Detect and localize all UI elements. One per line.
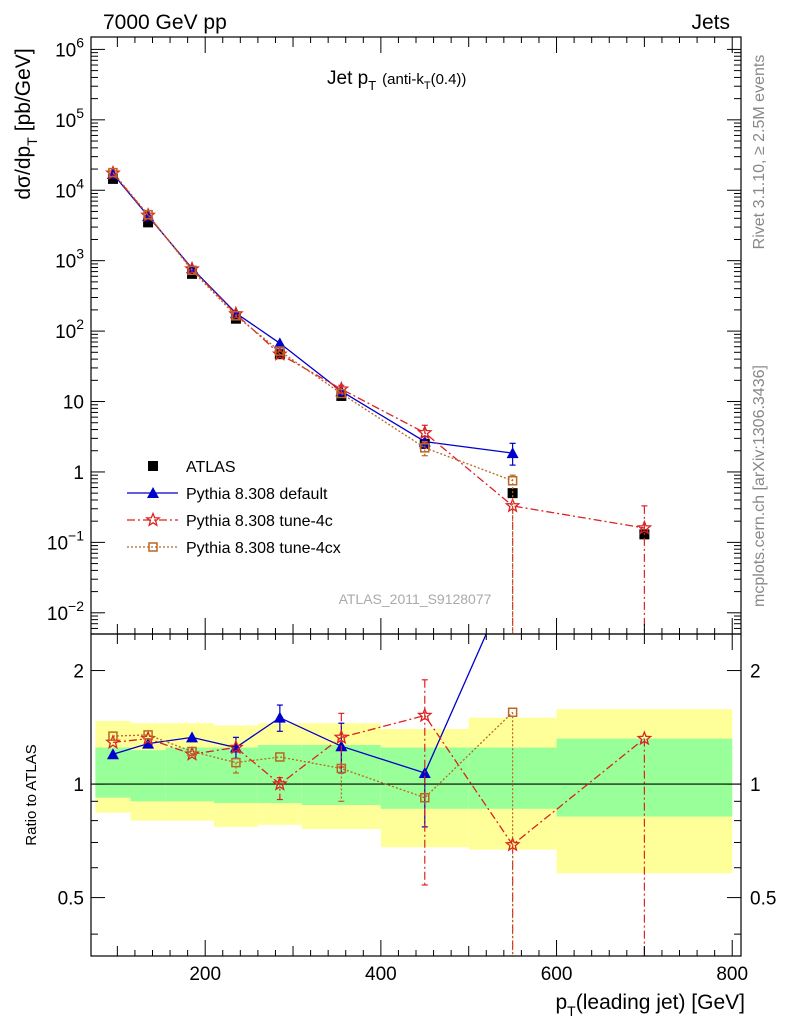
main-point xyxy=(420,443,430,453)
header-right: Jets xyxy=(691,11,730,34)
main-y-tick-label: 10−2 xyxy=(47,598,84,625)
main-point xyxy=(231,311,241,321)
ratio-y-axis-label: Ratio to ATLAS xyxy=(23,744,40,845)
axes: 10−2 10−1 1 10 102 103 104 105 106 0.5 0.5 1 1 2 2 200 4… xyxy=(47,34,777,985)
ratio-point xyxy=(420,792,430,803)
green-band-bin xyxy=(165,747,214,802)
green-band-bin xyxy=(257,744,302,804)
main-point xyxy=(333,380,350,396)
ratio-point xyxy=(333,729,350,745)
x-tick-label: 200 xyxy=(189,964,221,985)
ratio-line xyxy=(112,711,514,799)
ratio-point xyxy=(143,730,153,740)
ratio-point xyxy=(336,763,347,774)
legend-label: Pythia 8.308 default xyxy=(186,486,328,503)
main-line xyxy=(112,172,513,482)
main-series xyxy=(105,164,653,634)
main-y-tick-label: 102 xyxy=(55,316,84,343)
ratio-point xyxy=(108,731,118,741)
ratio-point xyxy=(271,775,288,791)
ratio-point xyxy=(504,836,521,852)
ratio-point xyxy=(273,711,286,723)
legend-label: Pythia 8.308 tune-4cx xyxy=(186,540,341,557)
ratio-point xyxy=(275,752,285,762)
x-tick-label: 400 xyxy=(365,964,397,985)
ratio-y-tick-label-left: 2 xyxy=(73,662,84,683)
ratio-point xyxy=(106,748,119,760)
main-point xyxy=(416,424,433,440)
legend-marker xyxy=(145,511,161,527)
legend-entry: Pythia 8.308 tune-4c xyxy=(127,511,333,530)
ratio-point xyxy=(231,757,241,768)
x-tick-label: 800 xyxy=(716,964,748,985)
ratio-y-tick-label-left: 1 xyxy=(73,775,84,796)
main-point xyxy=(636,519,653,535)
main-point xyxy=(230,313,241,324)
legend-entry: Pythia 8.308 tune-4cx xyxy=(127,540,341,557)
ratio-series xyxy=(105,634,653,956)
ratio-point xyxy=(507,707,518,718)
main-point xyxy=(273,337,286,349)
ratio-point xyxy=(416,707,433,723)
legend-marker xyxy=(148,542,158,552)
ratio-y-tick-label-right: 1 xyxy=(750,775,761,796)
ratio-point xyxy=(228,739,244,755)
main-y-tick-label: 10−1 xyxy=(47,527,84,554)
ratio-series xyxy=(108,707,518,956)
main-point xyxy=(143,217,154,228)
main-y-tick-label: 104 xyxy=(55,175,84,202)
y-axis-label: dσ/dpT[pb/GeV] xyxy=(12,48,40,199)
legend: ATLAS Pythia 8.308 default Pythia 8.308 tu… xyxy=(127,459,341,557)
chart-title: Jet pT (anti-kT(0.4)) xyxy=(327,68,466,93)
main-line xyxy=(112,173,513,454)
main-y-tick-label: 105 xyxy=(55,105,84,132)
legend-entry: Pythia 8.308 default xyxy=(127,486,328,503)
green-band-bin xyxy=(130,750,166,802)
ratio-y-tick-label-left: 0.5 xyxy=(58,889,84,910)
main-y-tick-label: 103 xyxy=(55,246,84,273)
ratio-point xyxy=(142,737,155,749)
ratio-y-tick-label-right: 2 xyxy=(750,662,761,683)
analysis-watermark: ATLAS_2011_S9128077 xyxy=(339,591,492,607)
legend-label: Pythia 8.308 tune-4c xyxy=(186,513,333,530)
main-series xyxy=(107,173,650,540)
main-y-tick-label: 106 xyxy=(55,34,84,61)
mcplots-label: mcplots.cern.ch [arXiv:1306.3436] xyxy=(751,365,768,607)
main-y-tick-label: 1 xyxy=(73,463,84,484)
ratio-y-tick-label-right: 0.5 xyxy=(750,889,776,910)
main-series xyxy=(108,167,518,634)
ratio-point xyxy=(636,730,653,746)
main-series xyxy=(106,168,519,466)
main-line xyxy=(112,172,645,529)
main-point xyxy=(507,475,518,486)
legend-label: ATLAS xyxy=(186,459,236,476)
main-series xyxy=(105,164,653,634)
ratio-point xyxy=(187,746,197,757)
main-point xyxy=(336,388,347,399)
ratio-point xyxy=(186,731,199,743)
ratio-line xyxy=(112,634,487,774)
main-point xyxy=(108,167,118,178)
x-axis-label: pT(leading jet) [GeV] xyxy=(555,991,745,1019)
main-point xyxy=(187,265,197,276)
legend-marker xyxy=(147,487,159,498)
main-point xyxy=(143,209,153,220)
x-tick-label: 600 xyxy=(541,964,573,985)
main-point xyxy=(275,346,285,356)
rivet-label: Rivet 3.1.10, ≥ 2.5M events xyxy=(751,55,768,250)
legend-entry: ATLAS xyxy=(148,459,236,476)
legend-marker xyxy=(148,461,158,471)
main-y-tick-label: 10 xyxy=(63,393,84,414)
main-point xyxy=(506,447,519,459)
header-left: 7000 GeV pp xyxy=(103,11,227,34)
